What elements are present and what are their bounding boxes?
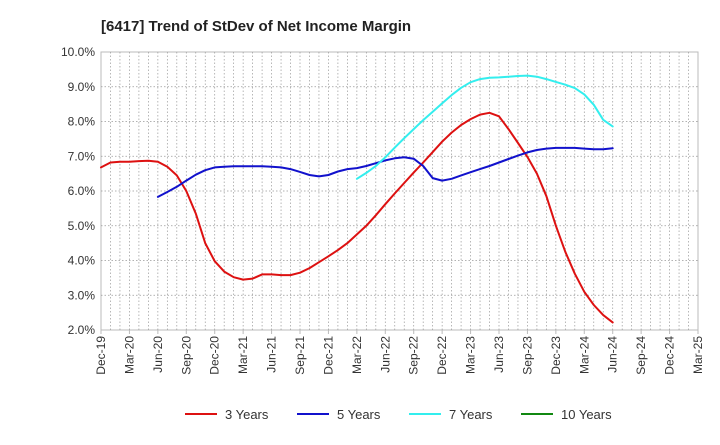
x-tick-label: Mar-25 bbox=[691, 336, 705, 374]
y-tick-label: 3.0% bbox=[68, 288, 96, 302]
legend-label-5-years: 5 Years bbox=[337, 407, 381, 422]
legend-label-10-years: 10 Years bbox=[561, 407, 612, 422]
x-tick-label: Mar-24 bbox=[577, 336, 591, 374]
legend-label-7-years: 7 Years bbox=[449, 407, 493, 422]
x-tick-label: Dec-19 bbox=[94, 336, 108, 375]
y-tick-label: 8.0% bbox=[68, 115, 96, 129]
x-tick-label: Sep-23 bbox=[520, 336, 534, 375]
legend-label-3-years: 3 Years bbox=[225, 407, 269, 422]
x-tick-label: Jun-24 bbox=[606, 336, 620, 373]
grid-layer bbox=[101, 52, 698, 330]
x-tick-label: Sep-24 bbox=[634, 336, 648, 375]
x-tick-label: Sep-21 bbox=[293, 336, 307, 375]
series-layer bbox=[100, 74, 614, 324]
y-tick-label: 9.0% bbox=[68, 80, 96, 94]
y-tick-label: 2.0% bbox=[68, 323, 96, 337]
chart-title: [6417] Trend of StDev of Net Income Marg… bbox=[101, 18, 411, 35]
x-tick-label: Dec-24 bbox=[663, 336, 677, 375]
series-line-7-years bbox=[355, 74, 614, 180]
legend: 3 Years 5 Years 7 Years 10 Years bbox=[185, 407, 612, 422]
x-tick-label: Sep-22 bbox=[407, 336, 421, 375]
axis-layer: 2.0% 3.0% 4.0% 5.0% 6.0% 7.0% 8.0% 9.0% 10.0% Dec… bbox=[61, 45, 705, 375]
y-tick-label: 4.0% bbox=[68, 254, 96, 268]
y-tick-label: 6.0% bbox=[68, 184, 96, 198]
x-tick-label: Mar-23 bbox=[464, 336, 478, 374]
y-tick-label: 7.0% bbox=[68, 149, 96, 163]
series-line-5-years bbox=[156, 146, 614, 198]
x-tick-label: Jun-20 bbox=[151, 336, 165, 373]
x-tick-label: Dec-23 bbox=[549, 336, 563, 375]
x-tick-label: Mar-20 bbox=[122, 336, 136, 374]
x-tick-label: Jun-21 bbox=[265, 336, 279, 373]
x-tick-label: Dec-22 bbox=[435, 336, 449, 375]
y-tick-label: 5.0% bbox=[68, 219, 96, 233]
series-line-3-years bbox=[100, 111, 614, 324]
x-tick-label: Jun-23 bbox=[492, 336, 506, 373]
x-tick-label: Dec-20 bbox=[208, 336, 222, 375]
x-tick-label: Dec-21 bbox=[321, 336, 335, 375]
x-tick-label: Mar-22 bbox=[350, 336, 364, 374]
x-tick-label: Mar-21 bbox=[236, 336, 250, 374]
x-tick-label: Sep-20 bbox=[179, 336, 193, 375]
x-tick-label: Jun-22 bbox=[378, 336, 392, 373]
y-tick-label: 10.0% bbox=[61, 45, 95, 59]
